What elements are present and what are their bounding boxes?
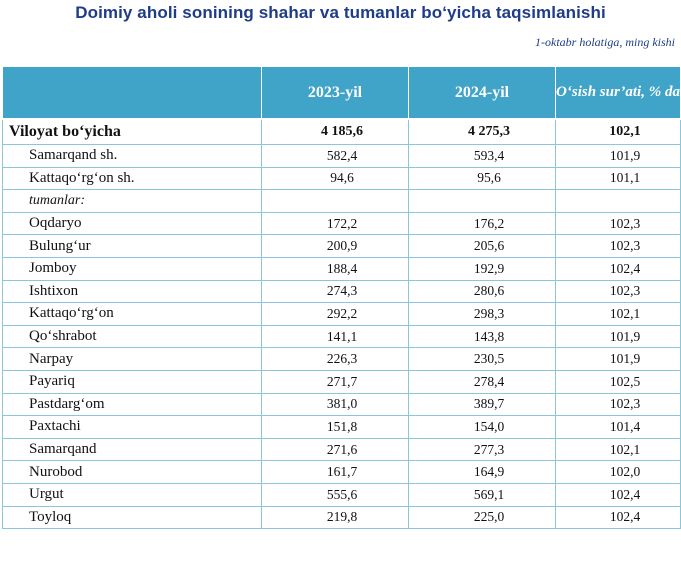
- section-label: tumanlar:: [2, 189, 262, 213]
- value-2023: 274,3: [261, 279, 409, 304]
- value-2024: 225,0: [408, 505, 556, 530]
- value-2024: 205,6: [408, 234, 556, 258]
- header-row: 2023-yil 2024-yil O‘sish sur’ati, % da: [2, 66, 681, 120]
- empty-cell: [261, 189, 409, 213]
- value-2023: 292,2: [261, 302, 409, 326]
- row-name: Paxtachi: [2, 415, 262, 439]
- table-note: 1-oktabr holatiga, ming kishi: [535, 35, 675, 49]
- growth-rate: 101,1: [555, 166, 681, 191]
- row-name: Pastdarg‘om: [2, 392, 262, 417]
- value-2023: 188,4: [261, 256, 409, 281]
- value-2024: 192,9: [408, 256, 556, 281]
- growth-rate: 102,1: [555, 437, 681, 462]
- table-row: Ishtixon 274,3 280,6 102,3: [2, 279, 681, 304]
- table-row: Jomboy 188,4 192,9 102,4: [2, 256, 681, 281]
- row-name: Qo‘shrabot: [2, 324, 262, 349]
- growth-rate: 102,1: [555, 118, 681, 145]
- growth-rate: 102,5: [555, 369, 681, 394]
- table-row: Samarqand 271,6 277,3 102,1: [2, 437, 681, 462]
- growth-rate: 102,3: [555, 279, 681, 304]
- value-2023: 94,6: [261, 166, 409, 191]
- growth-rate: 102,3: [555, 392, 681, 417]
- column-header-growth: O‘sish sur’ati, % da: [555, 66, 681, 120]
- growth-rate: 102,4: [555, 256, 681, 281]
- table-row: Oqdaryo 172,2 176,2 102,3: [2, 211, 681, 236]
- row-name: Narpay: [2, 347, 262, 371]
- value-2023: 226,3: [261, 347, 409, 371]
- row-name: Kattaqo‘rg‘on: [2, 302, 262, 326]
- empty-cell: [408, 189, 556, 213]
- growth-rate: 102,4: [555, 505, 681, 530]
- value-2024: 143,8: [408, 324, 556, 349]
- value-2023: 200,9: [261, 234, 409, 258]
- value-2024: 298,3: [408, 302, 556, 326]
- value-2024: 593,4: [408, 144, 556, 168]
- value-2023: 381,0: [261, 392, 409, 417]
- column-header-2023: 2023-yil: [261, 66, 409, 120]
- table-row: Qo‘shrabot 141,1 143,8 101,9: [2, 324, 681, 349]
- row-name: Samarqand: [2, 437, 262, 462]
- value-2024: 154,0: [408, 415, 556, 439]
- table-row: Bulung‘ur 200,9 205,6 102,3: [2, 234, 681, 258]
- value-2024: 4 275,3: [408, 118, 556, 145]
- row-name: Samarqand sh.: [2, 144, 262, 168]
- value-2023: 141,1: [261, 324, 409, 349]
- row-name: Oqdaryo: [2, 211, 262, 236]
- growth-rate: 102,3: [555, 234, 681, 258]
- value-2023: 151,8: [261, 415, 409, 439]
- table-row: Urgut 555,6 569,1 102,4: [2, 482, 681, 507]
- row-name: Urgut: [2, 482, 262, 507]
- row-name: Toyloq: [2, 505, 262, 530]
- row-name: Viloyat bo‘yicha: [2, 118, 262, 145]
- value-2024: 95,6: [408, 166, 556, 191]
- empty-cell: [555, 189, 681, 213]
- value-2024: 389,7: [408, 392, 556, 417]
- table-row: Payariq 271,7 278,4 102,5: [2, 369, 681, 394]
- value-2024: 164,9: [408, 460, 556, 484]
- growth-rate: 101,4: [555, 415, 681, 439]
- value-2023: 4 185,6: [261, 118, 409, 145]
- value-2024: 280,6: [408, 279, 556, 304]
- row-name: Nurobod: [2, 460, 262, 484]
- table-row: Paxtachi 151,8 154,0 101,4: [2, 415, 681, 439]
- value-2023: 219,8: [261, 505, 409, 530]
- value-2024: 278,4: [408, 369, 556, 394]
- value-2023: 271,6: [261, 437, 409, 462]
- column-header-2024: 2024-yil: [408, 66, 556, 120]
- table-row: Kattaqo‘rg‘on 292,2 298,3 102,1: [2, 302, 681, 326]
- row-name: Kattaqo‘rg‘on sh.: [2, 166, 262, 191]
- row-name: Jomboy: [2, 256, 262, 281]
- value-2023: 161,7: [261, 460, 409, 484]
- table-row: Nurobod 161,7 164,9 102,0: [2, 460, 681, 484]
- growth-rate: 101,9: [555, 324, 681, 349]
- growth-rate: 101,9: [555, 144, 681, 168]
- value-2024: 569,1: [408, 482, 556, 507]
- row-name: Payariq: [2, 369, 262, 394]
- table-row: Narpay 226,3 230,5 101,9: [2, 347, 681, 371]
- table-row-section: tumanlar:: [2, 189, 681, 213]
- table-row: Toyloq 219,8 225,0 102,4: [2, 505, 681, 530]
- table-row: Pastdarg‘om 381,0 389,7 102,3: [2, 392, 681, 417]
- value-2024: 176,2: [408, 211, 556, 236]
- value-2023: 582,4: [261, 144, 409, 168]
- table-row: Samarqand sh. 582,4 593,4 101,9: [2, 144, 681, 168]
- value-2024: 277,3: [408, 437, 556, 462]
- value-2023: 172,2: [261, 211, 409, 236]
- growth-rate: 102,3: [555, 211, 681, 236]
- row-name: Bulung‘ur: [2, 234, 262, 258]
- value-2023: 271,7: [261, 369, 409, 394]
- table-row: Kattaqo‘rg‘on sh. 94,6 95,6 101,1: [2, 166, 681, 191]
- table-row-total: Viloyat bo‘yicha 4 185,6 4 275,3 102,1: [2, 118, 681, 145]
- page-title: Doimiy aholi sonining shahar va tumanlar…: [75, 3, 606, 22]
- column-header-name: [2, 66, 262, 120]
- value-2023: 555,6: [261, 482, 409, 507]
- row-name: Ishtixon: [2, 279, 262, 304]
- growth-rate: 101,9: [555, 347, 681, 371]
- growth-rate: 102,4: [555, 482, 681, 507]
- value-2024: 230,5: [408, 347, 556, 371]
- growth-rate: 102,0: [555, 460, 681, 484]
- population-table: 2023-yil 2024-yil O‘sish sur’ati, % da V…: [2, 66, 681, 530]
- growth-rate: 102,1: [555, 302, 681, 326]
